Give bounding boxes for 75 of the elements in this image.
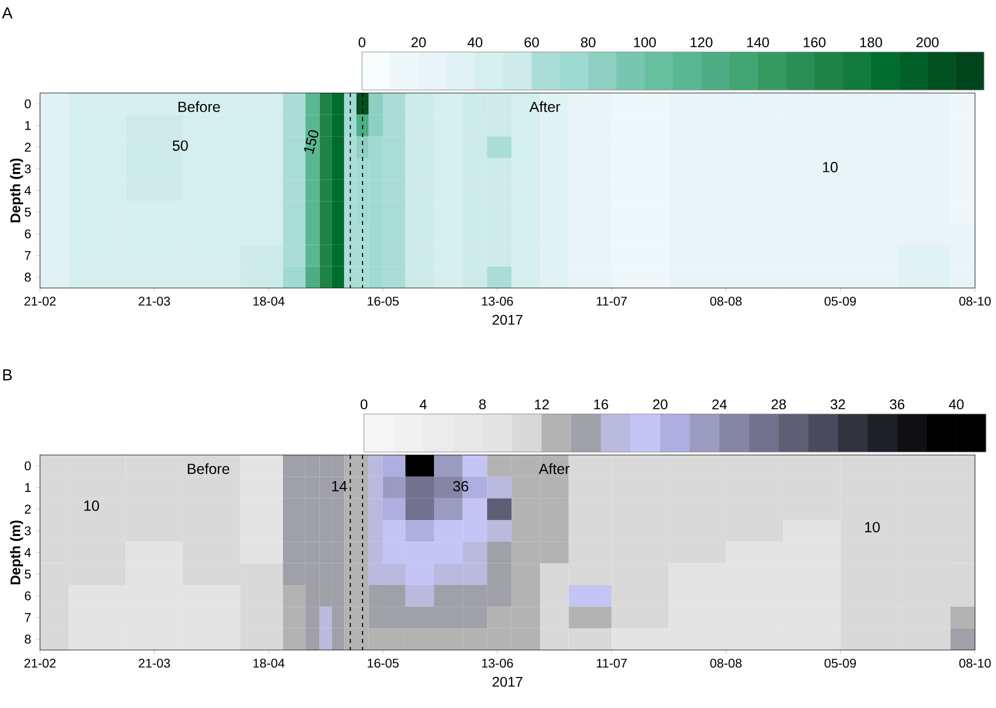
color-bar-label: 16	[594, 399, 608, 410]
x-tick-label: 08-10	[959, 658, 991, 668]
x-tick-label: 21-02	[24, 296, 56, 306]
y-tick-label: 1	[25, 483, 31, 492]
x-tick-label: 13-06	[482, 658, 513, 668]
annotation: 10	[823, 162, 838, 172]
color-bar-label: 28	[772, 399, 786, 410]
x-tick-label: 18-04	[253, 296, 284, 306]
y-tick-label: 3	[24, 526, 31, 536]
color-bar-label: 20	[653, 399, 668, 410]
x-tick-label: 18-04	[253, 658, 284, 668]
color-bar-label: 0	[360, 399, 368, 410]
annotation: After	[529, 101, 560, 112]
y-tick-label: 5	[24, 208, 31, 217]
x-tick-label: 13-06	[482, 296, 513, 306]
color-bar-label: 8	[479, 399, 486, 410]
y-tick-label: 7	[24, 613, 31, 622]
y-tick-label: 7	[24, 251, 31, 260]
x-tick-label: 16-05	[368, 658, 399, 668]
color-bar-label: 80	[581, 37, 596, 48]
x-tick-label: 08-10	[959, 296, 991, 306]
color-bar-label: 200	[916, 37, 939, 48]
color-bar-label: 36	[890, 399, 904, 410]
color-bar-label: 20	[411, 37, 426, 48]
color-bar-label: 24	[712, 400, 727, 410]
x-axis-title: 2017	[492, 314, 522, 325]
annotation: 150	[304, 130, 318, 154]
y-axis-title: Depth (m)	[10, 158, 24, 222]
annotation: 50	[172, 140, 188, 151]
chart-title: B	[3, 369, 12, 380]
color-bar-label: 0	[358, 37, 366, 48]
color-bar-label: 140	[747, 37, 769, 48]
color-bar-label: 40	[468, 37, 482, 48]
annotation: 36	[453, 481, 468, 492]
y-tick-label: 6	[24, 591, 31, 600]
color-bar-label: 40	[948, 399, 964, 410]
x-tick-label: 05-09	[824, 658, 856, 668]
annotation: 14	[332, 481, 347, 492]
color-bar-label: 160	[804, 37, 826, 48]
x-tick-label: 21-03	[138, 658, 170, 668]
y-tick-label: 0	[24, 99, 31, 108]
x-tick-label: 08-08	[710, 658, 742, 668]
x-tick-label: 16-05	[368, 296, 399, 306]
y-tick-label: 5	[24, 570, 31, 579]
annotation: 10	[84, 500, 99, 511]
x-tick-label: 11-07	[596, 296, 627, 306]
y-tick-label: 4	[24, 186, 31, 195]
annotation: Before	[188, 463, 230, 474]
x-tick-label: 11-07	[596, 658, 627, 668]
y-tick-label: 2	[24, 504, 31, 514]
annotation: 10	[865, 522, 880, 532]
color-bar-label: 60	[524, 37, 539, 48]
y-tick-label: 3	[24, 164, 31, 174]
y-tick-label: 4	[24, 548, 31, 557]
y-tick-label: 1	[25, 121, 31, 130]
annotation: After	[538, 463, 570, 474]
x-tick-label: 08-08	[710, 296, 742, 306]
y-axis-title: Depth (m)	[10, 520, 24, 584]
x-tick-label: 21-02	[24, 658, 56, 668]
x-tick-label: 05-09	[824, 296, 856, 306]
color-bar-label: 4	[420, 400, 427, 410]
x-axis-title: 2017	[492, 676, 522, 687]
x-tick-label: 21-03	[138, 296, 170, 306]
color-bar-label: 120	[690, 37, 712, 48]
annotation: Before	[178, 101, 220, 112]
color-bar-label: 100	[634, 37, 656, 48]
y-tick-label: 6	[24, 229, 31, 238]
color-bar-label: 12	[535, 400, 549, 410]
y-tick-label: 8	[24, 634, 31, 644]
color-bar-label: 32	[830, 399, 845, 410]
y-tick-label: 2	[24, 142, 31, 152]
y-tick-label: 8	[24, 272, 31, 282]
chart-title: A	[2, 7, 13, 18]
y-tick-label: 0	[24, 461, 31, 470]
color-bar-label: 180	[860, 37, 882, 48]
